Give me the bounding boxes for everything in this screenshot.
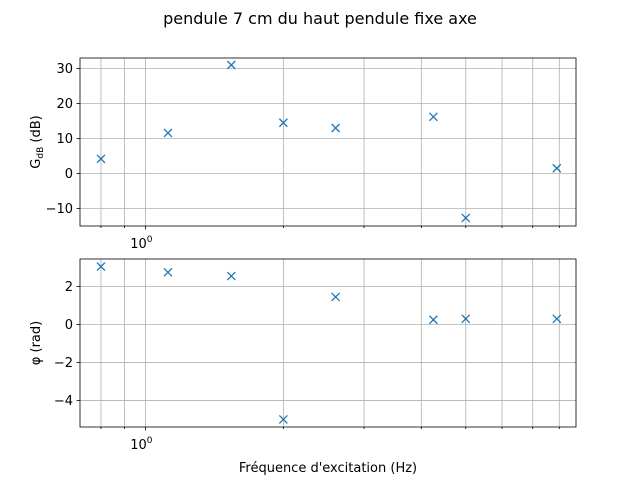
gain-data-point [226, 60, 236, 70]
gain-y-tick-label: 30 [56, 62, 73, 77]
phase-y-label: φ (rad) [29, 321, 44, 365]
gain-points [96, 60, 562, 223]
gain-y-tick-label: −10 [46, 202, 73, 217]
gain-x-tick-label-base: 10 [130, 237, 147, 252]
chart-title: pendule 7 cm du haut pendule fixe axe [163, 9, 477, 28]
phase-grid [80, 259, 576, 427]
phase-data-point [428, 315, 438, 325]
gain-y-ticks: −10 0 10 20 30 [46, 62, 80, 217]
phase-axes-frame [79, 258, 577, 428]
phase-data-point [163, 267, 173, 277]
x-axis-label: Fréquence d'excitation (Hz) [239, 461, 417, 476]
gain-y-tick-label: 20 [56, 97, 73, 112]
phase-x-tick-label-base: 10 [130, 438, 147, 453]
phase-points [96, 262, 562, 424]
phase-y-tick-label: 0 [65, 318, 73, 333]
phase-data-point [552, 314, 562, 324]
gain-data-point [331, 123, 341, 133]
gain-y-tick-label: 10 [56, 132, 73, 147]
gain-data-point [461, 213, 471, 223]
phase-x-tick-label: 100 [130, 436, 153, 453]
gain-data-point [428, 112, 438, 122]
phase-y-tick-label: −2 [54, 356, 73, 371]
phase-y-tick-label: 2 [65, 280, 73, 295]
phase-data-point [278, 414, 288, 424]
gain-x-tick-label: 100 [130, 235, 153, 252]
gain-y-label-sub: dB [36, 147, 46, 159]
phase-y-ticks: −4 −2 0 2 [54, 280, 80, 409]
phase-data-point [331, 292, 341, 302]
gain-y-label-main: G [29, 159, 44, 169]
gain-y-label-unit: (dB) [29, 115, 44, 146]
gain-data-point [163, 128, 173, 138]
gain-data-point [552, 163, 562, 173]
phase-x-ticks: 100 [100, 427, 560, 453]
gain-x-ticks: 100 [100, 226, 560, 252]
phase-data-point [96, 262, 106, 272]
phase-data-point [461, 314, 471, 324]
gain-y-tick-label: 0 [65, 167, 73, 182]
gain-data-point [96, 154, 106, 164]
gain-grid [80, 58, 576, 226]
phase-subplot: −4−202 100 φ (rad) [29, 258, 577, 453]
gain-y-label: GdB (dB) [29, 115, 46, 168]
phase-x-tick-label-exponent: 0 [147, 436, 153, 446]
gain-data-point [278, 118, 288, 128]
phase-y-tick-label: −4 [54, 394, 73, 409]
gain-x-tick-label-exponent: 0 [147, 235, 153, 245]
phase-data-point [226, 271, 236, 281]
gain-axes-frame [79, 57, 577, 227]
